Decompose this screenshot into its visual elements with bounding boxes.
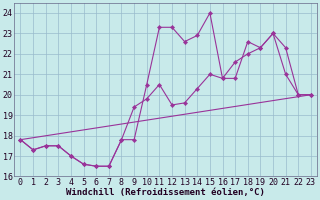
X-axis label: Windchill (Refroidissement éolien,°C): Windchill (Refroidissement éolien,°C) <box>66 188 265 197</box>
